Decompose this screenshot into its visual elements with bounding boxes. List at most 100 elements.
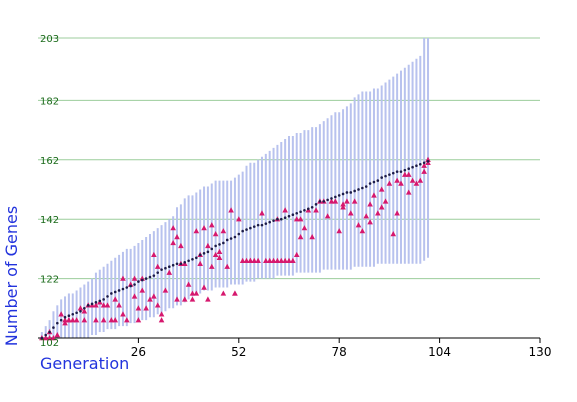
mean-point (98, 299, 102, 303)
sample-marker (151, 293, 157, 299)
sample-marker (402, 171, 408, 177)
sample-marker (185, 281, 192, 287)
sample-marker (297, 234, 304, 240)
sample-marker (347, 210, 354, 216)
mean-point (426, 159, 430, 163)
mean-point (256, 223, 260, 227)
sample-marker (135, 305, 142, 311)
sample-marker (382, 198, 389, 204)
sample-marker (112, 296, 119, 302)
mean-point (195, 256, 198, 260)
sample-marker (297, 216, 304, 222)
mean-point (202, 252, 206, 255)
sample-marker (73, 317, 80, 323)
mean-point (322, 200, 326, 203)
mean-point (86, 304, 90, 307)
mean-point (395, 170, 399, 173)
x-tick-label: 26 (131, 345, 146, 359)
mean-point (260, 223, 264, 227)
sample-marker (413, 180, 420, 186)
mean-point (364, 185, 368, 188)
mean-point (245, 228, 248, 231)
mean-point (225, 238, 229, 242)
sample-marker (193, 228, 200, 234)
mean-point (164, 266, 167, 270)
sample-marker (120, 311, 126, 317)
mean-point (268, 220, 271, 224)
mean-point (113, 290, 117, 294)
mean-point (229, 237, 233, 240)
sample-marker (193, 290, 200, 296)
sample-marker (201, 225, 207, 231)
y-tick-label: 182 (40, 96, 59, 107)
mean-point (59, 318, 63, 322)
sample-marker (174, 234, 180, 240)
sample-marker (212, 251, 219, 258)
sample-marker (243, 257, 250, 263)
sample-marker (266, 257, 273, 263)
mean-point (156, 271, 160, 274)
sample-marker (405, 189, 412, 195)
mean-point (83, 306, 86, 310)
mean-point (357, 188, 360, 191)
mean-point (334, 195, 337, 199)
sample-marker (131, 293, 138, 299)
sample-marker (394, 210, 400, 216)
mean-point (198, 253, 202, 257)
sample-marker (147, 296, 153, 302)
mean-point (399, 170, 403, 173)
sample-marker (290, 257, 296, 263)
mean-point (167, 265, 171, 269)
mean-point (376, 179, 380, 182)
mean-point (307, 207, 310, 211)
mean-point (171, 263, 175, 267)
mean-point (241, 229, 244, 233)
mean-point (187, 259, 190, 263)
mean-point (206, 250, 210, 254)
sample-marker (228, 207, 234, 213)
sample-marker (375, 210, 381, 216)
sample-markers (39, 156, 431, 341)
sample-marker (100, 302, 107, 308)
y-tick-label: 162 (40, 156, 59, 167)
mean-point (129, 284, 132, 288)
x-tick-label: 78 (332, 345, 347, 359)
sample-marker (359, 228, 366, 234)
sample-marker (46, 335, 53, 341)
sample-marker (81, 308, 88, 314)
mean-point (295, 211, 299, 215)
y-axis-title: Number of Genes (2, 206, 21, 346)
sample-marker (158, 311, 165, 317)
sample-marker (151, 251, 157, 258)
sample-marker (367, 219, 373, 225)
mean-point (299, 210, 302, 214)
mean-point (326, 198, 329, 202)
mean-point (106, 295, 109, 298)
sample-marker (178, 242, 184, 249)
sample-marker (274, 257, 281, 263)
mean-point (140, 278, 144, 282)
mean-point (183, 260, 187, 264)
sample-marker (216, 254, 223, 261)
mean-point (175, 262, 179, 266)
mean-point (79, 309, 82, 313)
sample-marker (286, 257, 292, 263)
sample-marker (124, 317, 130, 323)
sample-marker (189, 290, 196, 296)
mean-point (391, 171, 395, 175)
sample-marker (259, 210, 265, 216)
sample-marker (247, 257, 254, 263)
sample-marker (351, 198, 358, 204)
mean-point (94, 301, 98, 304)
mean-point (148, 275, 152, 279)
sample-marker (174, 296, 180, 302)
sample-marker (120, 275, 126, 281)
y-tick-labels: 102 122 142 162 182 203 (40, 34, 59, 349)
mean-point (318, 200, 322, 203)
sample-marker (282, 257, 288, 263)
mean-point (422, 161, 426, 165)
sample-marker (378, 186, 385, 192)
mean-point (283, 216, 287, 220)
mean-points (40, 159, 430, 340)
